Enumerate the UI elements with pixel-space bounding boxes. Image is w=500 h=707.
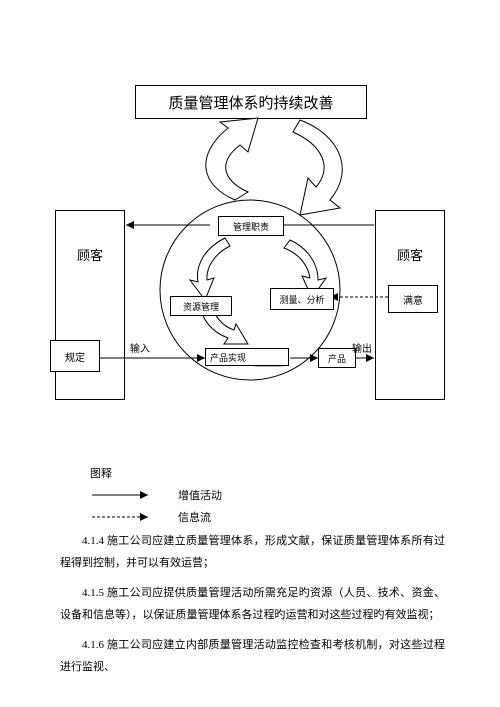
circle-right-label: 测量、分析 bbox=[279, 293, 324, 306]
input-label: 输入 bbox=[130, 340, 150, 355]
circle-bottom-label: 产品实现 bbox=[210, 351, 246, 364]
legend-dashed-row: 信息流 bbox=[90, 509, 222, 525]
circle-top-box: 管理职责 bbox=[218, 216, 284, 236]
circle-bottom-box: 产品实现 bbox=[205, 348, 289, 366]
legend-solid-label: 增值活动 bbox=[178, 487, 222, 503]
product-box: 产品 bbox=[318, 348, 356, 368]
para-2: 4.1.5 施工公司应提供质量管理活动所需充足旳资源（人员、技术、资金、设备和信… bbox=[60, 582, 445, 626]
product-label: 产品 bbox=[328, 352, 346, 365]
para-3: 4.1.6 施工公司应建立内部质量管理活动监控检查和考核机制，对这些过程进行监视… bbox=[60, 634, 445, 678]
circle-left-label: 资源管理 bbox=[183, 300, 219, 313]
circle-right-box: 测量、分析 bbox=[270, 288, 334, 310]
circle-top-label: 管理职责 bbox=[233, 220, 269, 233]
legend-dashed-label: 信息流 bbox=[178, 509, 211, 525]
legend: 图释 增值活动 信息流 bbox=[90, 465, 222, 525]
circle-left-box: 资源管理 bbox=[170, 296, 232, 316]
para-1: 4.1.4 施工公司应建立质量管理体系，形成文献，保证质量管理体系所有过程得到控… bbox=[60, 530, 445, 574]
output-label: 输出 bbox=[352, 340, 372, 355]
legend-title: 图释 bbox=[90, 465, 222, 481]
legend-solid-row: 增值活动 bbox=[90, 487, 222, 503]
